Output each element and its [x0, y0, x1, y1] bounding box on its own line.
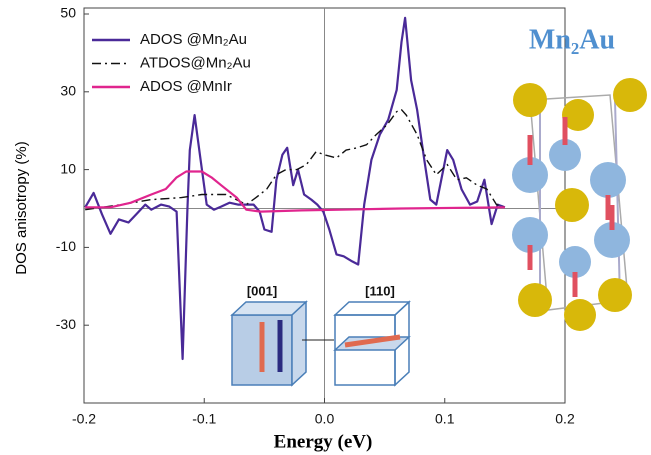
y-tick-label: -30 [56, 316, 76, 332]
series-line [85, 170, 505, 213]
y-axis-label: DOS anisotropy (%) [13, 141, 30, 274]
legend-label: ATDOS@Mn₂Au [140, 54, 251, 71]
inset-label: [001] [247, 283, 277, 298]
crystal-illustration: Mn₂Au [512, 24, 647, 331]
y-tick-label: 50 [60, 5, 76, 21]
x-axis-label: Energy (eV) [274, 431, 373, 452]
x-tick-label: -0.2 [72, 411, 96, 427]
series-line [84, 16, 506, 361]
spin-inset: [001] [110] [230, 283, 411, 387]
x-tick-label: 0.1 [435, 411, 455, 427]
inset-label: [110] [365, 283, 395, 298]
y-tick-label: 10 [60, 160, 76, 176]
structure-title: Mn₂Au [529, 24, 615, 55]
x-tick-label: 0.0 [315, 411, 335, 427]
legend-label: ADOS @Mn₂Au [140, 31, 247, 48]
legend-label: ADOS @MnIr [140, 78, 232, 95]
y-tick-label: 30 [60, 83, 76, 99]
x-tick-label: 0.2 [555, 411, 575, 427]
y-tick-label: -10 [56, 238, 76, 254]
x-tick-label: -0.1 [192, 411, 216, 427]
series-line [85, 109, 506, 211]
